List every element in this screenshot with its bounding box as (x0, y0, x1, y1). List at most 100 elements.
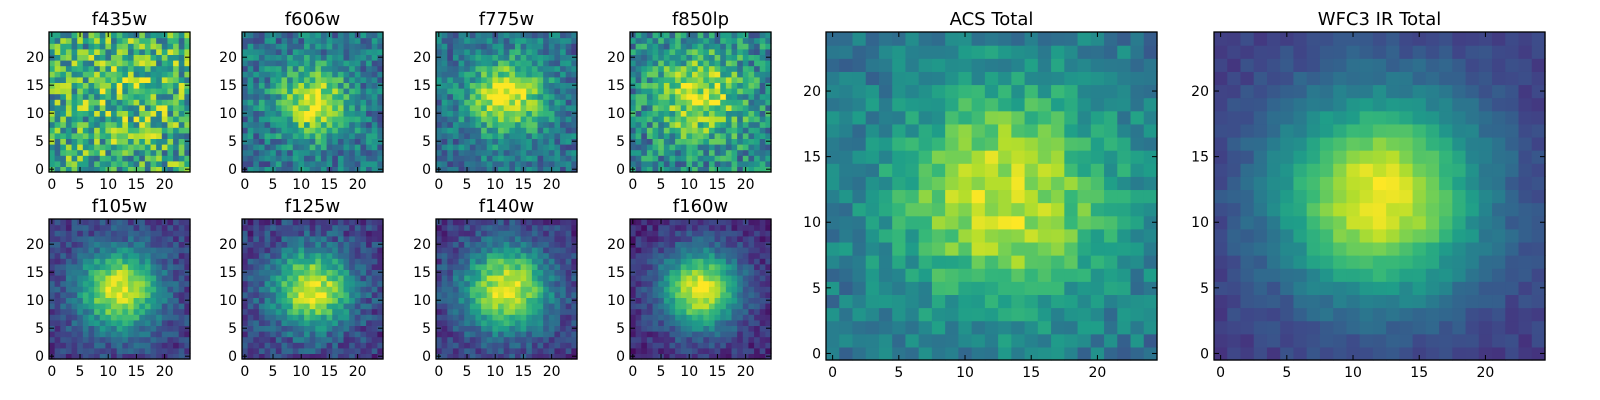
heatmap-cell (65, 104, 73, 111)
heatmap-cell (270, 54, 277, 61)
heatmap-cell (247, 224, 254, 231)
heatmap-cell (692, 155, 699, 162)
heatmap-cell (520, 319, 527, 326)
heatmap-cell (133, 319, 140, 326)
heatmap-cell (509, 149, 516, 156)
heatmap-cell (122, 303, 129, 310)
heatmap-cell (71, 48, 78, 55)
heatmap-cell (354, 65, 362, 72)
heatmap-cell (309, 269, 316, 276)
heatmap-cell (765, 104, 772, 111)
heatmap-cell (492, 54, 499, 61)
heatmap-cell (548, 99, 556, 106)
heatmap-cell (150, 155, 157, 162)
heatmap-cell (304, 303, 311, 310)
heatmap-cell (692, 127, 699, 134)
heatmap-cell (635, 331, 642, 338)
heatmap-cell (452, 99, 460, 106)
heatmap-cell (447, 121, 454, 128)
heatmap-cell (630, 347, 637, 354)
heatmap-cell (178, 286, 185, 293)
heatmap-cell (720, 88, 727, 95)
x-tick-label: 5 (269, 177, 278, 193)
heatmap-cell (60, 116, 67, 123)
heatmap-cell (178, 325, 185, 332)
heatmap-cell (178, 166, 185, 173)
heatmap-cell (754, 127, 761, 134)
x-tick-label: 5 (76, 364, 85, 380)
heatmap-cell (65, 138, 73, 145)
heatmap-cell (337, 104, 345, 111)
heatmap-cell (371, 93, 378, 100)
heatmap-cell (173, 76, 180, 83)
heatmap-cell (173, 286, 180, 293)
heatmap-cell (765, 160, 772, 167)
heatmap-cell (82, 132, 90, 139)
heatmap-cell (242, 76, 249, 83)
heatmap-cell (156, 230, 163, 237)
heatmap-cell (548, 37, 556, 44)
heatmap-cell (630, 149, 637, 156)
heatmap-cell (737, 166, 744, 173)
heatmap-cell (88, 303, 95, 310)
heatmap-cell (531, 138, 539, 145)
heatmap-cell (49, 303, 56, 310)
heatmap-cell (309, 43, 316, 50)
heatmap-cell (139, 303, 146, 310)
heatmap-cell (127, 325, 135, 332)
heatmap-cell (247, 71, 254, 78)
heatmap-cell (565, 99, 572, 106)
heatmap-cell (475, 230, 482, 237)
heatmap-cell (253, 258, 260, 265)
heatmap-cell (94, 308, 101, 315)
heatmap-cell (371, 297, 378, 304)
heatmap-cell (464, 144, 471, 151)
heatmap-cell (133, 155, 140, 162)
heatmap-cell (315, 347, 322, 354)
heatmap-cell (242, 65, 249, 72)
heatmap-cell (498, 160, 505, 167)
heatmap-cell (514, 99, 522, 106)
panel-title: f850lp (672, 9, 729, 30)
heatmap-cell (526, 308, 533, 315)
heatmap-cell (247, 121, 254, 128)
heatmap-cell (742, 48, 750, 55)
heatmap-cell (526, 280, 533, 287)
heatmap-cell (173, 110, 180, 117)
heatmap-cell (99, 138, 106, 145)
heatmap-cell (509, 99, 516, 106)
heatmap-cell (675, 331, 682, 338)
heatmap-cell (520, 224, 527, 231)
heatmap-cell (441, 149, 448, 156)
heatmap-cell (326, 93, 333, 100)
heatmap-cell (537, 166, 544, 173)
heatmap-cell (156, 336, 163, 343)
heatmap-cell (315, 241, 322, 248)
heatmap-cell (326, 319, 333, 326)
heatmap-cell (686, 275, 693, 282)
heatmap-cell (686, 37, 693, 44)
heatmap-cell (349, 319, 356, 326)
heatmap-cell (635, 269, 642, 276)
heatmap-cell (88, 155, 95, 162)
heatmap-cell (520, 247, 527, 254)
heatmap-cell (452, 127, 460, 134)
heatmap-cell (94, 269, 101, 276)
heatmap-cell (520, 331, 527, 338)
heatmap-cell (520, 127, 527, 134)
heatmap-cell (298, 43, 305, 50)
heatmap-cell (537, 230, 544, 237)
heatmap-cell (242, 104, 249, 111)
heatmap-cell (548, 43, 556, 50)
heatmap-cell (88, 82, 95, 89)
heatmap-cell (754, 48, 761, 55)
heatmap-cell (77, 155, 84, 162)
heatmap-cell (127, 110, 135, 117)
heatmap-cell (326, 104, 333, 111)
heatmap-cell (82, 71, 90, 78)
heatmap-cell (332, 76, 339, 83)
heatmap-cell (320, 144, 328, 151)
heatmap-cell (247, 88, 254, 95)
heatmap-cell (697, 166, 704, 173)
